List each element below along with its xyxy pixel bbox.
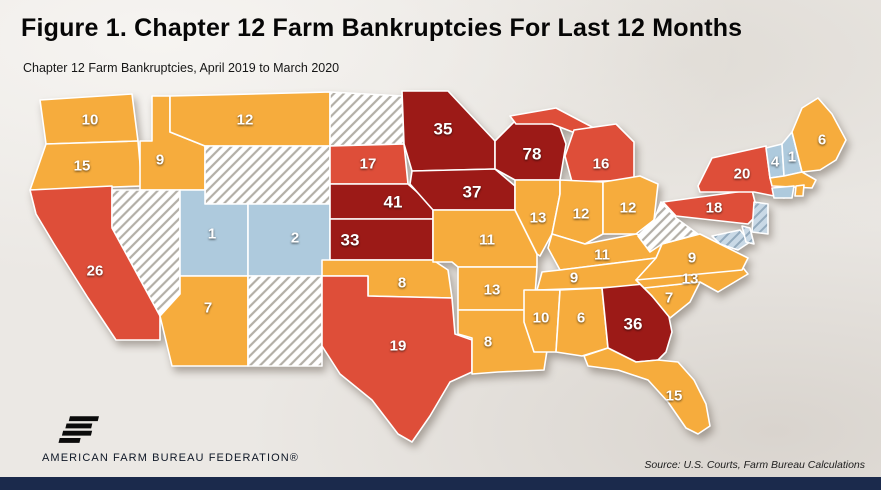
figure-subtitle: Chapter 12 Farm Bankruptcies, April 2019…: [23, 61, 340, 75]
state-AL: [555, 287, 609, 357]
state-IN: [551, 179, 604, 245]
state-MA: [769, 171, 817, 189]
state-MN: [401, 90, 496, 172]
state-RI: [794, 184, 805, 197]
state-ME: [791, 97, 847, 173]
footer-bar: [0, 477, 881, 490]
afbf-logo-icon: [58, 416, 99, 443]
figure-title: Figure 1. Chapter 12 Farm Bankruptcies F…: [21, 14, 743, 42]
state-OR: [29, 140, 143, 191]
state-KS: [329, 218, 434, 261]
state-NJ: [751, 201, 769, 235]
source-note: Source: U.S. Courts, Farm Bureau Calcula…: [644, 459, 865, 471]
state-SD: [329, 143, 409, 185]
state-WA: [39, 93, 139, 145]
state-VT: [765, 143, 785, 179]
state-TX: [321, 275, 473, 443]
state-WY: [204, 145, 331, 205]
state-CT: [771, 185, 795, 199]
state-MT: [169, 91, 331, 147]
state-MI: [564, 123, 635, 183]
state-VA: [635, 233, 749, 281]
state-ND: [329, 91, 405, 147]
afbf-logo: AMERICAN FARM BUREAU FEDERATION®: [42, 415, 299, 466]
state-NM: [247, 275, 323, 367]
afbf-logo-text: AMERICAN FARM BUREAU FEDERATION®: [42, 452, 300, 464]
state-MD: [711, 229, 751, 251]
state-FL: [583, 347, 711, 435]
state-shapes-layer: [29, 90, 847, 443]
state-WV: [637, 201, 699, 253]
state-MS: [523, 289, 561, 353]
state-CO: [247, 203, 331, 277]
state-DE: [741, 225, 755, 245]
